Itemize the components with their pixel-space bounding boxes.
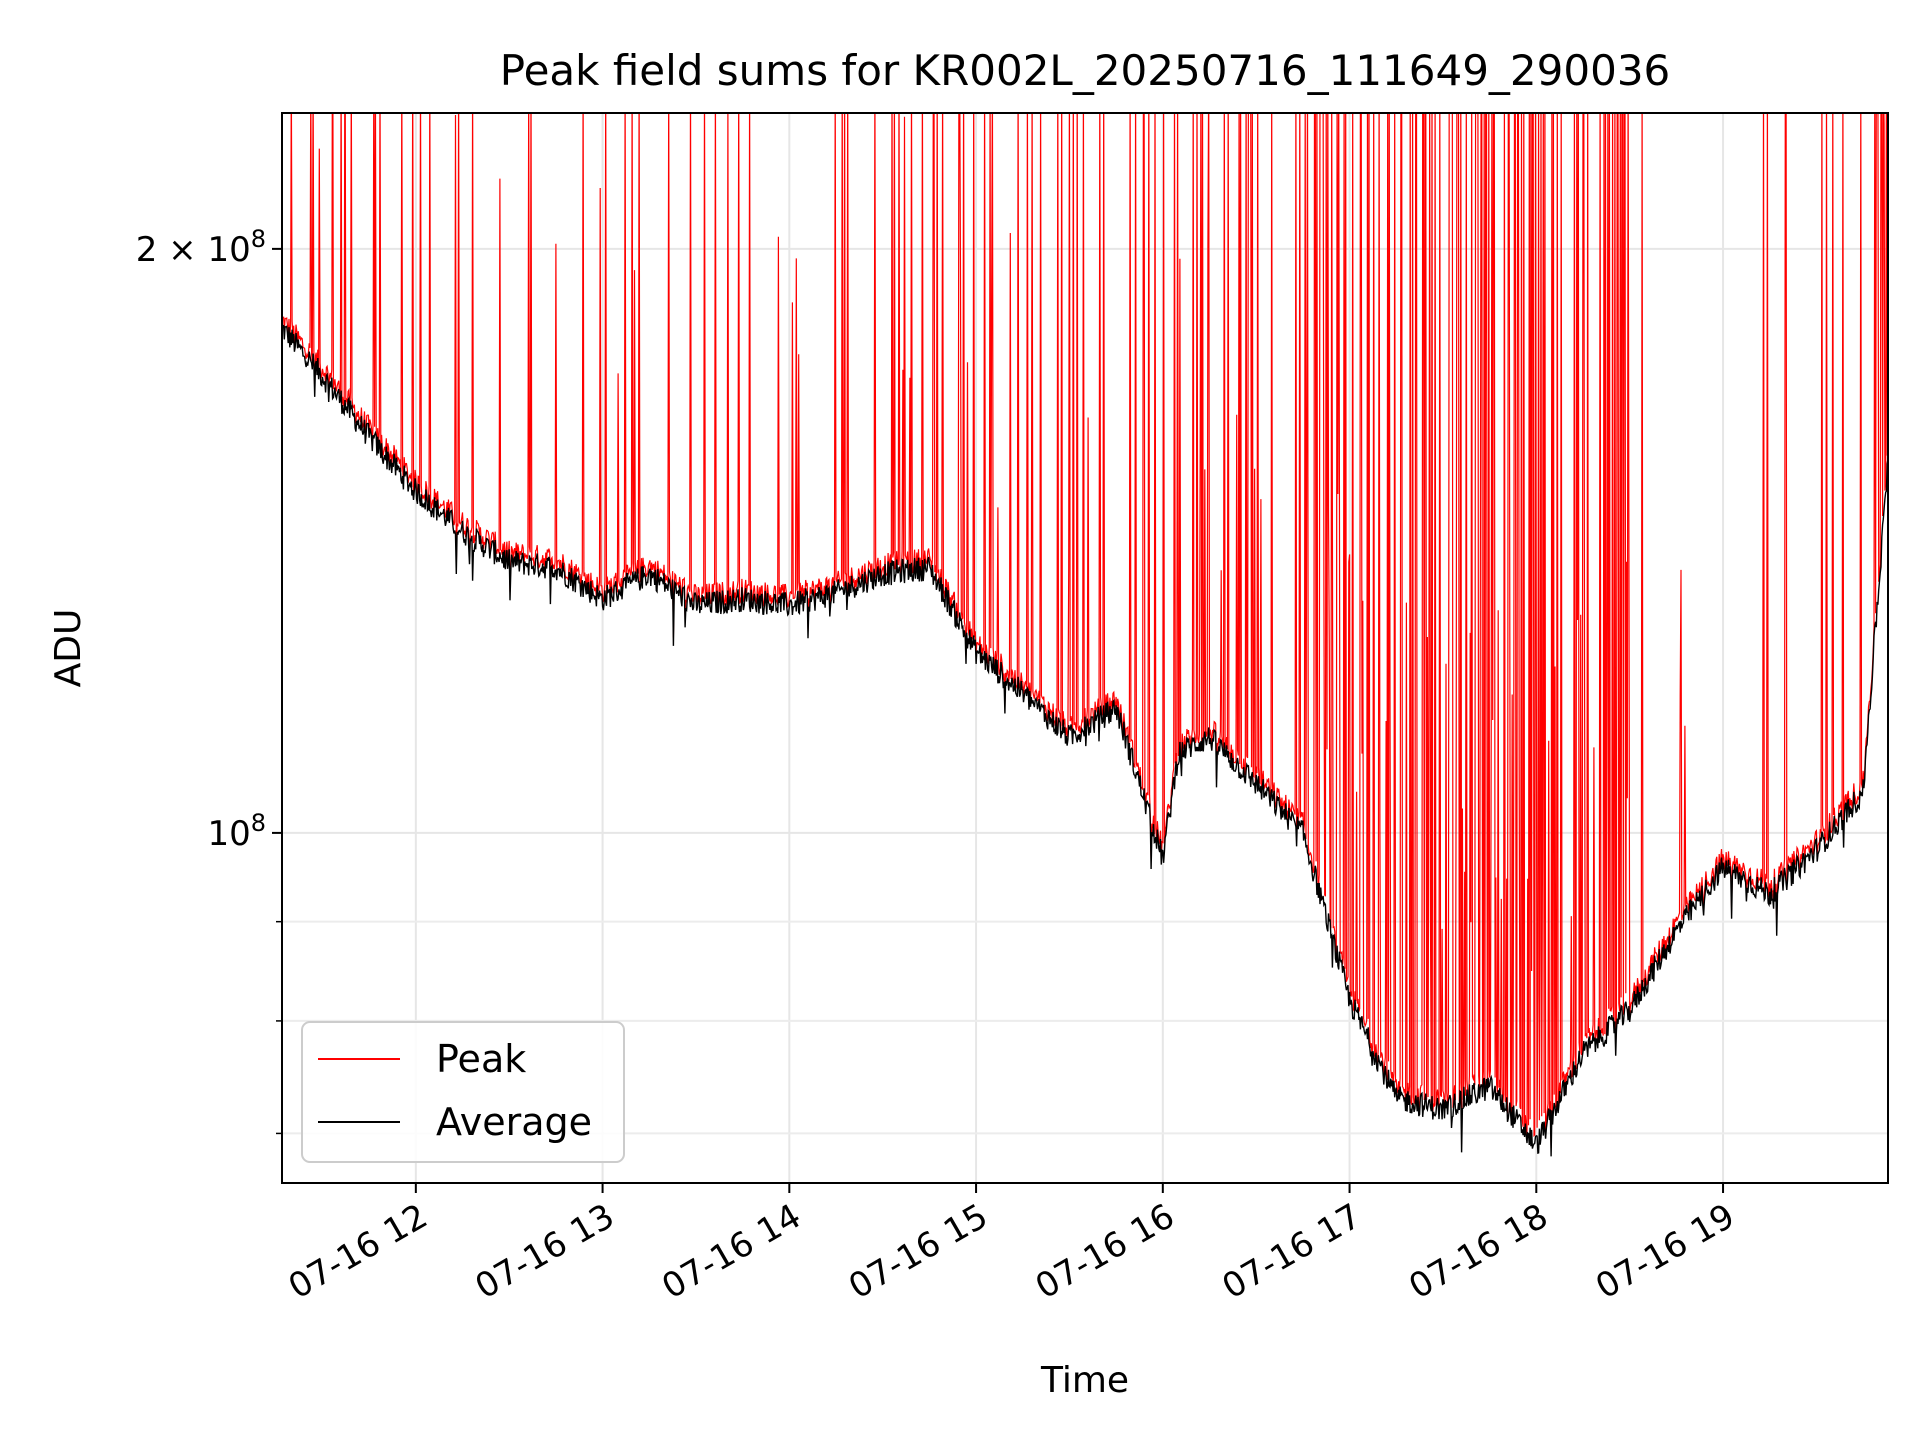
legend-peak-label: Peak — [436, 1037, 526, 1081]
peak-series — [282, 113, 1888, 1149]
average-series — [282, 324, 1888, 1157]
x-axis-label: Time — [1040, 1360, 1129, 1401]
peak-line — [282, 113, 1888, 1149]
legend-box — [301, 1021, 625, 1163]
y-axis: 108 2 × 108 — [136, 225, 282, 1135]
y-tick-label: 108 — [207, 809, 266, 854]
chart-title: Peak field sums for KR002L_20250716_1116… — [500, 46, 1671, 95]
y-tick-label: 2 × 108 — [136, 225, 266, 270]
legend: Peak Average — [301, 1021, 625, 1163]
y-axis-label: ADU — [48, 609, 89, 688]
average-line — [282, 324, 1888, 1157]
plot-frame — [281, 112, 1889, 1184]
legend-average-label: Average — [436, 1100, 592, 1144]
